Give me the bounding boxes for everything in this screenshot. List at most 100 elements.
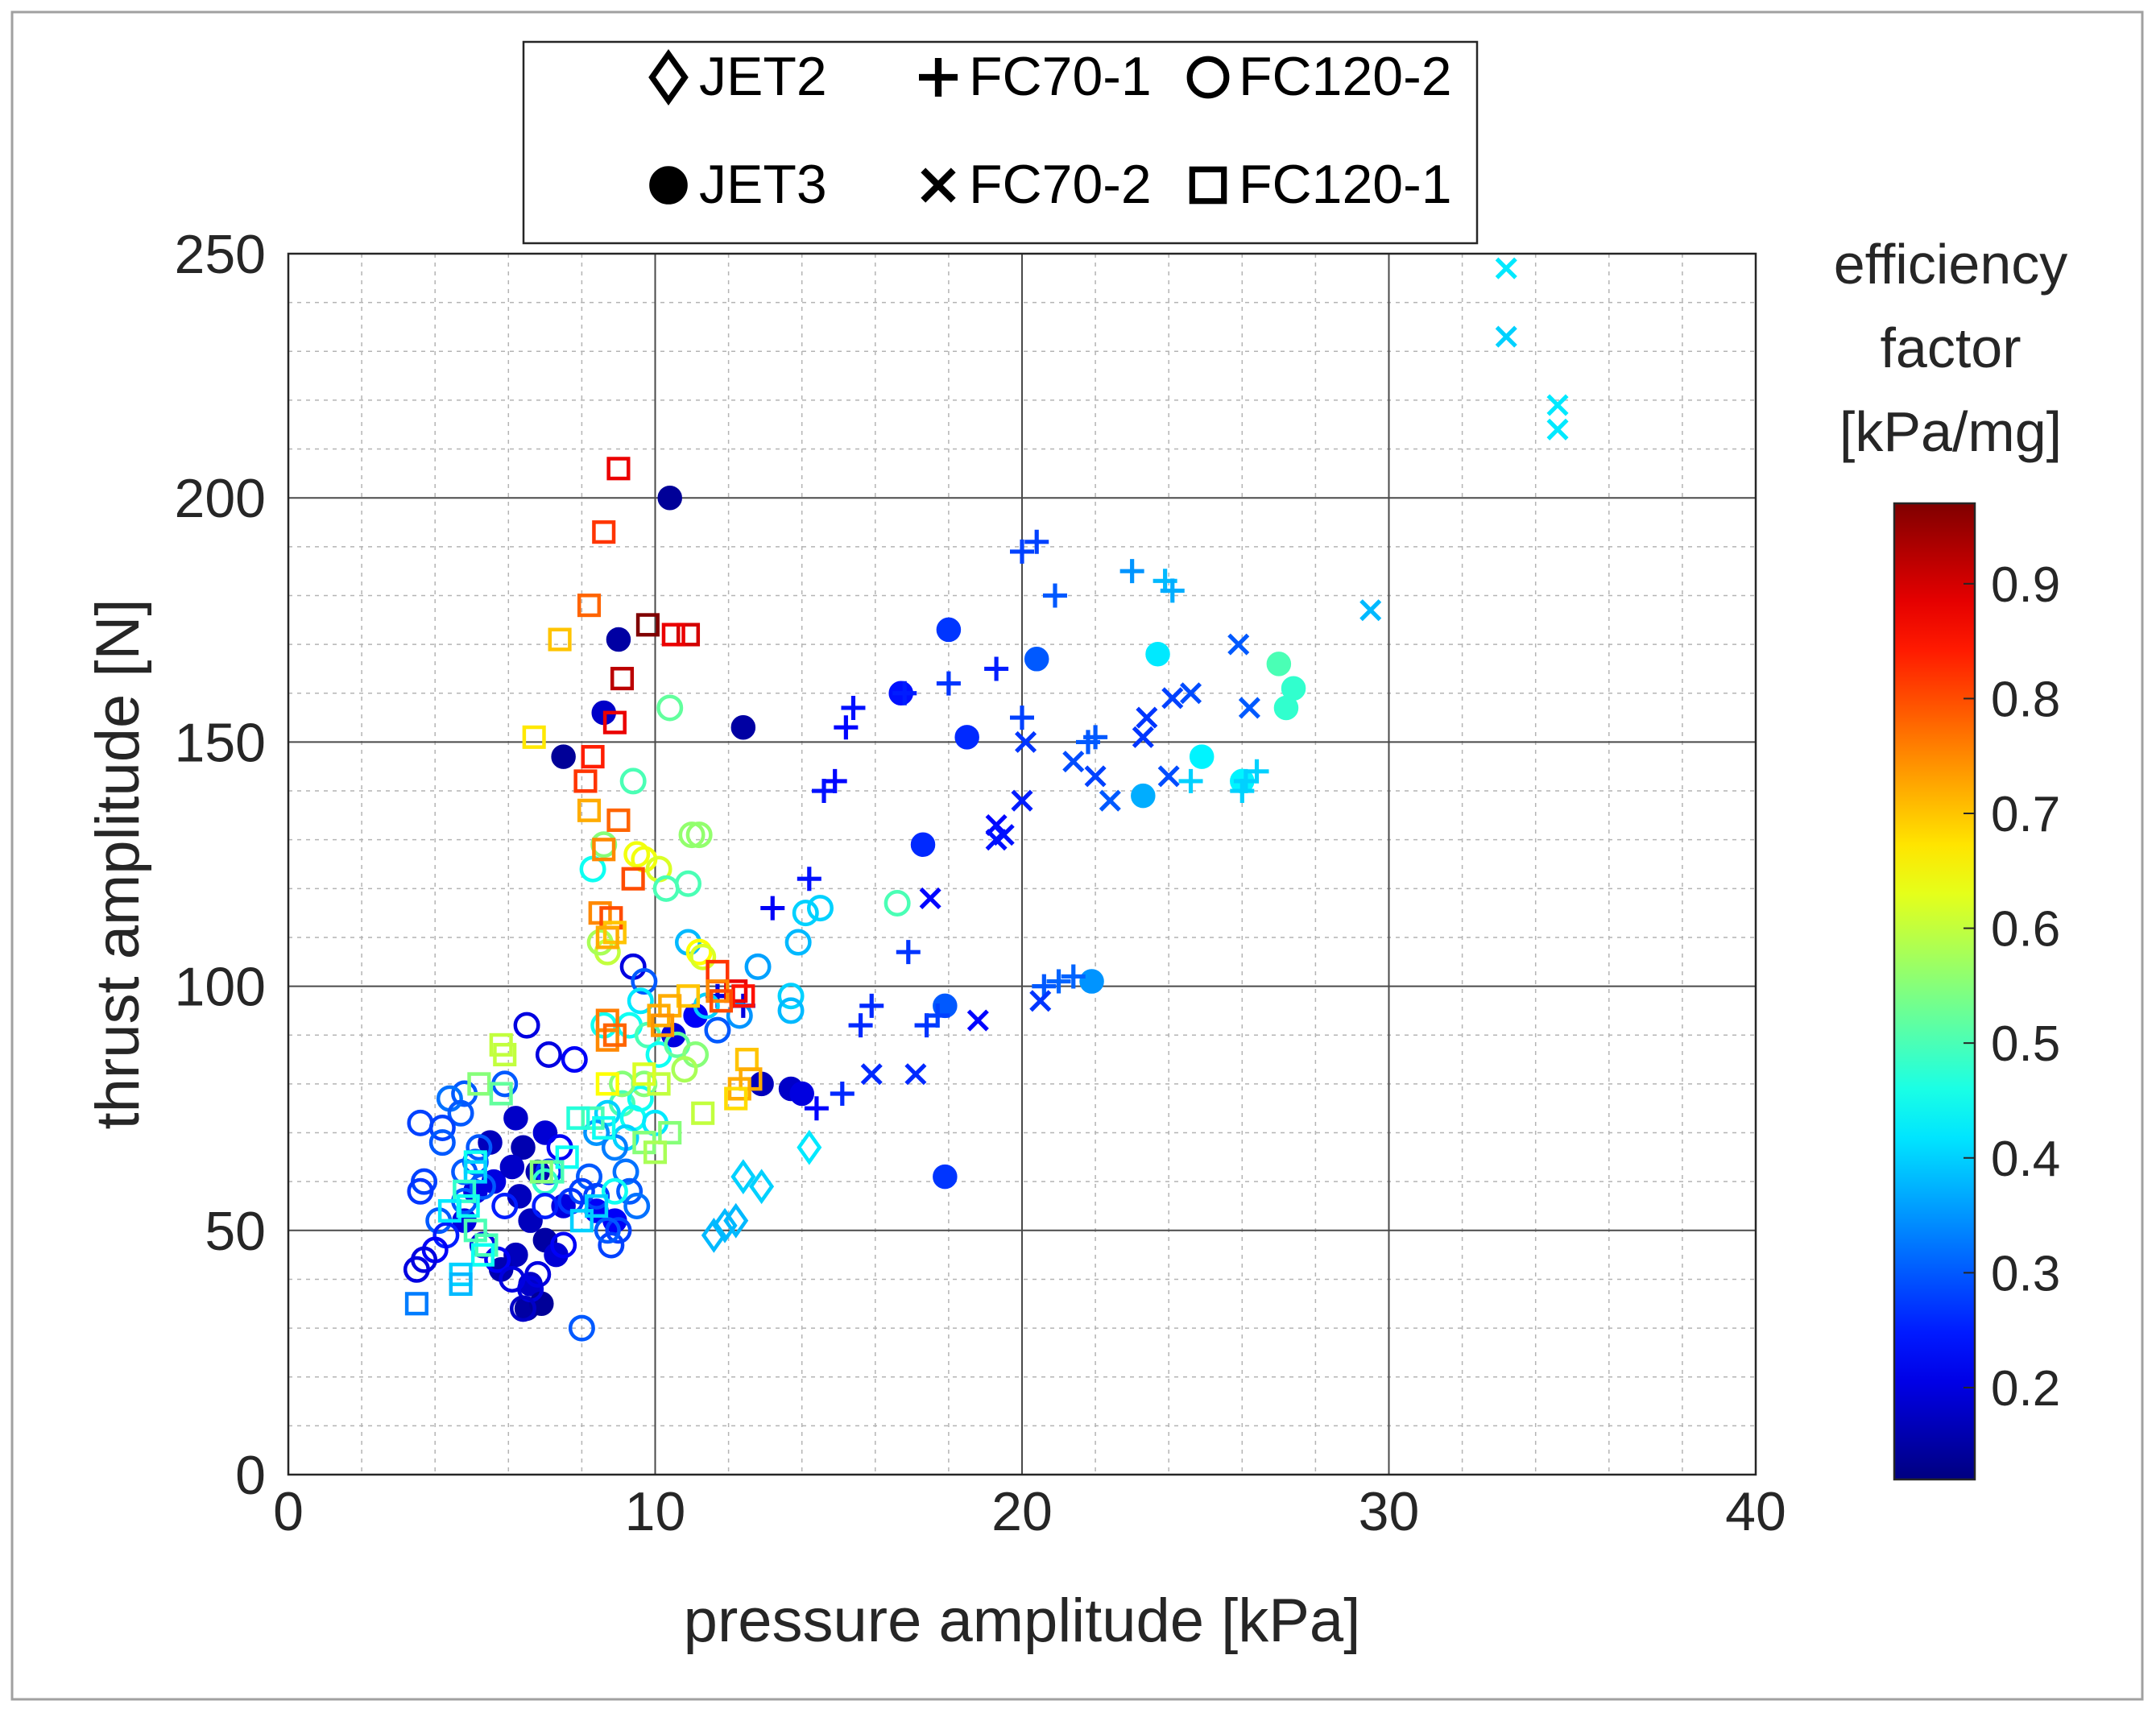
data-point-fc70-1 <box>1178 768 1203 793</box>
data-point-fc120-1 <box>566 1106 590 1130</box>
y-tick-label: 0 <box>235 1445 266 1506</box>
data-point-jet3 <box>1266 652 1292 677</box>
y-tick-label: 250 <box>175 224 266 285</box>
data-point-fc120-1 <box>467 1072 491 1096</box>
data-point-fc120-1 <box>548 627 572 652</box>
x-axis-ticks: 0 10 20 30 40 <box>273 1481 1786 1542</box>
legend-label: JET3 <box>699 154 827 215</box>
data-point-fc70-1 <box>936 671 961 696</box>
data-point-fc120-2 <box>616 1177 643 1205</box>
data-point-fc120-1 <box>581 745 605 769</box>
data-point-jet2 <box>723 1202 749 1239</box>
data-point-fc70-1 <box>848 1013 873 1038</box>
data-point-fc120-2 <box>466 1134 493 1161</box>
data-point-fc70-2 <box>1029 990 1052 1012</box>
data-point-jet2 <box>749 1169 775 1205</box>
data-point-fc120-1 <box>635 613 660 637</box>
data-point-fc120-1 <box>724 1086 748 1111</box>
data-point-fc120-1 <box>709 989 734 1013</box>
data-point-jet3 <box>730 714 756 740</box>
data-point-jet3 <box>1024 647 1049 672</box>
data-point-fc120-1 <box>602 921 627 945</box>
data-point-fc120-2 <box>612 1158 639 1185</box>
data-point-fc120-2 <box>674 870 701 897</box>
data-point-fc120-1 <box>632 1062 656 1086</box>
data-point-fc120-2 <box>447 1099 474 1127</box>
data-point-fc120-1 <box>522 725 546 749</box>
data-point-fc70-1 <box>1083 725 1108 750</box>
data-point-fc120-2 <box>884 890 911 917</box>
legend-marker-open-circle <box>1186 56 1230 99</box>
data-point-jet3 <box>1145 641 1170 667</box>
data-point-fc70-2 <box>1227 633 1250 656</box>
data-point-fc70-2 <box>1099 789 1121 812</box>
colorbar-tick-label: 0.8 <box>1991 672 2060 727</box>
data-point-fc120-1 <box>489 1082 513 1106</box>
data-point-fc120-2 <box>513 1012 540 1039</box>
data-point-fc70-2 <box>1136 706 1158 729</box>
legend-marker-filled-circle <box>649 166 688 205</box>
data-point-jet3 <box>511 1135 536 1160</box>
data-point-fc70-2 <box>1546 418 1569 441</box>
legend-marker-open-square <box>1189 166 1227 205</box>
data-point-fc120-1 <box>529 1160 553 1184</box>
data-point-fc70-1 <box>797 867 821 892</box>
data-point-fc70-1 <box>1024 529 1049 554</box>
data-point-fc120-1 <box>456 1194 480 1219</box>
data-point-fc70-2 <box>1157 765 1180 788</box>
data-point-fc70-1 <box>925 1003 950 1028</box>
colorbar: efficiency factor [kPa/mg] 0.20.30.40.50… <box>1834 233 2067 1481</box>
data-point-fc70-1 <box>1244 759 1269 784</box>
data-point-fc120-2 <box>491 1192 519 1219</box>
data-point-fc70-1 <box>1119 559 1144 584</box>
data-point-fc120-1 <box>449 1272 473 1297</box>
data-point-fc70-2 <box>1495 257 1517 279</box>
y-tick-label: 100 <box>175 957 266 1018</box>
data-point-fc70-1 <box>1010 705 1034 730</box>
data-point-fc120-1 <box>595 925 619 950</box>
data-point-fc120-2 <box>623 1192 651 1219</box>
plot-area-frame <box>287 252 1757 1476</box>
legend: JET2 FC70-1 FC120-2 JET3 FC70-2 FC120-1 <box>522 40 1479 245</box>
data-point-fc70-1 <box>892 681 917 705</box>
data-point-fc120-2 <box>656 694 684 722</box>
colorbar-title-line-2: factor <box>1880 317 2021 379</box>
data-point-jet3 <box>954 725 979 750</box>
data-point-jet3 <box>657 485 682 511</box>
data-point-fc70-2 <box>1132 726 1154 748</box>
data-point-fc120-2 <box>792 900 819 927</box>
data-point-fc120-2 <box>685 821 713 849</box>
data-point-jet3 <box>910 832 936 857</box>
data-point-fc70-1 <box>812 779 837 804</box>
data-point-fc70-2 <box>1084 765 1107 788</box>
data-point-fc120-2 <box>594 1217 621 1244</box>
data-point-fc70-1 <box>834 715 859 740</box>
data-point-jet3 <box>532 1120 558 1145</box>
data-point-fc120-2 <box>535 1041 562 1068</box>
data-point-fc120-2 <box>583 1119 610 1147</box>
colorbar-tick-label: 0.3 <box>1991 1246 2060 1301</box>
data-point-fc70-1 <box>896 940 921 965</box>
data-point-fc70-2 <box>1238 697 1260 719</box>
data-point-fc120-2 <box>685 938 713 966</box>
data-point-fc120-2 <box>407 1109 434 1136</box>
data-point-fc120-2 <box>532 1192 559 1219</box>
data-point-fc70-1 <box>841 695 866 720</box>
y-axis-ticks: 0 50 100 150 200 250 <box>175 224 266 1506</box>
data-point-fc120-1 <box>577 798 602 822</box>
data-point-fc120-1 <box>592 838 616 862</box>
data-point-fc70-2 <box>919 887 941 909</box>
x-tick-label: 30 <box>1359 1481 1420 1542</box>
data-point-fc120-1 <box>606 808 631 832</box>
data-point-fc120-2 <box>689 943 717 970</box>
data-point-fc70-1 <box>830 1082 855 1107</box>
colorbar-gradient <box>1893 502 1976 1481</box>
data-point-fc120-2 <box>403 1256 430 1283</box>
colorbar-tick-label: 0.5 <box>1991 1016 2060 1072</box>
colorbar-tick-label: 0.9 <box>1991 557 2060 613</box>
data-point-jet2 <box>712 1207 738 1243</box>
colorbar-ticks: 0.2 0.3 0.4 0.5 0.6 0.7 0.8 0.9 <box>1964 557 2060 1417</box>
x-tick-label: 10 <box>625 1481 686 1542</box>
data-point-jet3 <box>606 627 631 652</box>
data-point-fc120-1 <box>661 623 685 647</box>
